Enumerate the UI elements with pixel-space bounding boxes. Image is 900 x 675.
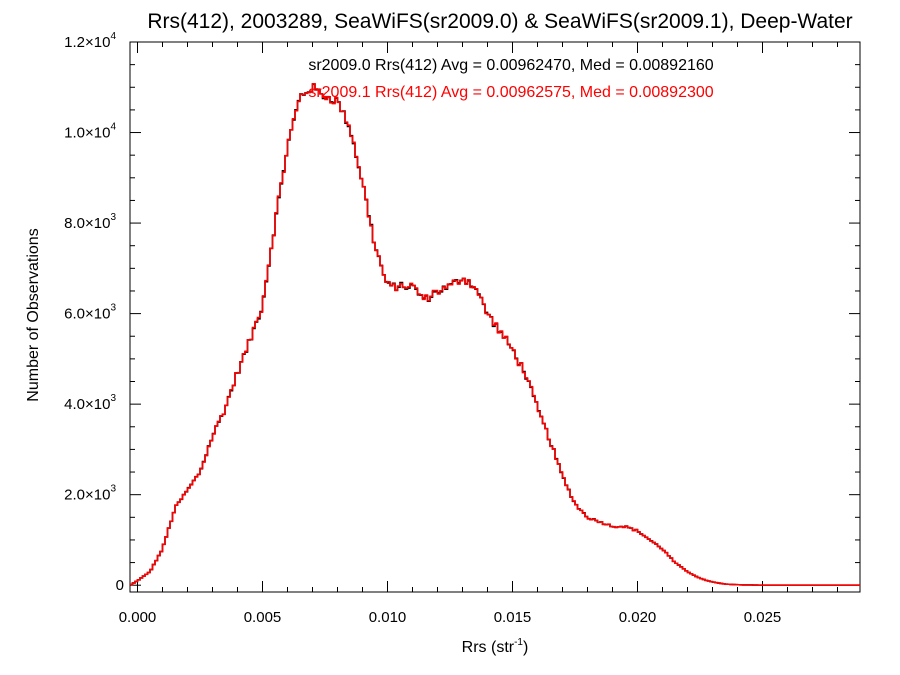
y-tick-label: 4.0×103 — [64, 393, 116, 413]
x-axis-label: Rrs (str-1) — [462, 637, 529, 656]
x-axis-label-main: Rrs (str — [462, 639, 515, 656]
y-tick-label: 1.2×104 — [64, 31, 116, 51]
y-tick-label: 1.0×104 — [64, 122, 116, 142]
x-tick-label: 0.015 — [494, 609, 532, 626]
y-tick-label: 6.0×103 — [64, 303, 116, 323]
y-tick-label: 2.0×103 — [64, 484, 116, 504]
x-axis-label-sup: -1 — [514, 637, 523, 648]
annotation-sr2009-1: sr2009.1 Rrs(412) Avg = 0.00962575, Med … — [308, 84, 713, 101]
x-axis-label-end: ) — [523, 639, 528, 656]
x-tick-labels: 0.000 0.005 0.010 0.015 0.020 0.025 — [119, 609, 782, 626]
x-tick-label: 0.000 — [119, 609, 157, 626]
y-tick-label: 8.0×103 — [64, 212, 116, 232]
x-tick-label: 0.010 — [369, 609, 407, 626]
chart-title: Rrs(412), 2003289, SeaWiFS(sr2009.0) & S… — [147, 10, 852, 33]
annotation-sr2009-0: sr2009.0 Rrs(412) Avg = 0.00962470, Med … — [308, 57, 713, 74]
x-tick-label: 0.005 — [244, 609, 282, 626]
y-tick-label: 0 — [116, 577, 124, 594]
series-sr2009-1-line — [130, 82, 860, 587]
axis-ticks — [130, 41, 860, 592]
series-sr2009-0-line — [130, 83, 860, 587]
y-axis-label: Number of Observations — [25, 228, 42, 401]
x-tick-label: 0.025 — [744, 609, 782, 626]
plot-frame — [129, 41, 861, 593]
x-tick-label: 0.020 — [619, 609, 657, 626]
y-tick-labels: 0 2.0×103 4.0×103 6.0×103 8.0×103 1.0×104 1.2×… — [64, 31, 124, 594]
series-layer — [130, 82, 860, 587]
